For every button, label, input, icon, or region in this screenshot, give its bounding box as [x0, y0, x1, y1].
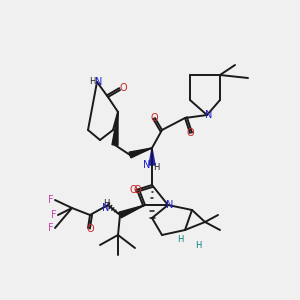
Polygon shape — [112, 112, 118, 145]
Text: H: H — [103, 199, 109, 208]
Polygon shape — [149, 148, 155, 165]
Text: O: O — [86, 224, 94, 234]
Text: O: O — [129, 185, 137, 195]
Text: F: F — [48, 223, 54, 233]
Text: N: N — [102, 203, 110, 213]
Text: N: N — [143, 160, 151, 170]
Text: O: O — [119, 83, 127, 93]
Text: H: H — [153, 163, 159, 172]
Text: O: O — [133, 185, 141, 195]
Polygon shape — [119, 205, 145, 218]
Text: N: N — [205, 110, 213, 120]
Text: H: H — [195, 241, 201, 250]
Text: O: O — [150, 113, 158, 123]
Text: H: H — [89, 77, 95, 86]
Text: N: N — [95, 77, 103, 87]
Text: O: O — [186, 128, 194, 138]
Text: F: F — [48, 195, 54, 205]
Text: N: N — [166, 200, 174, 210]
Text: F: F — [51, 210, 57, 220]
Text: H: H — [177, 236, 183, 244]
Polygon shape — [129, 148, 152, 158]
